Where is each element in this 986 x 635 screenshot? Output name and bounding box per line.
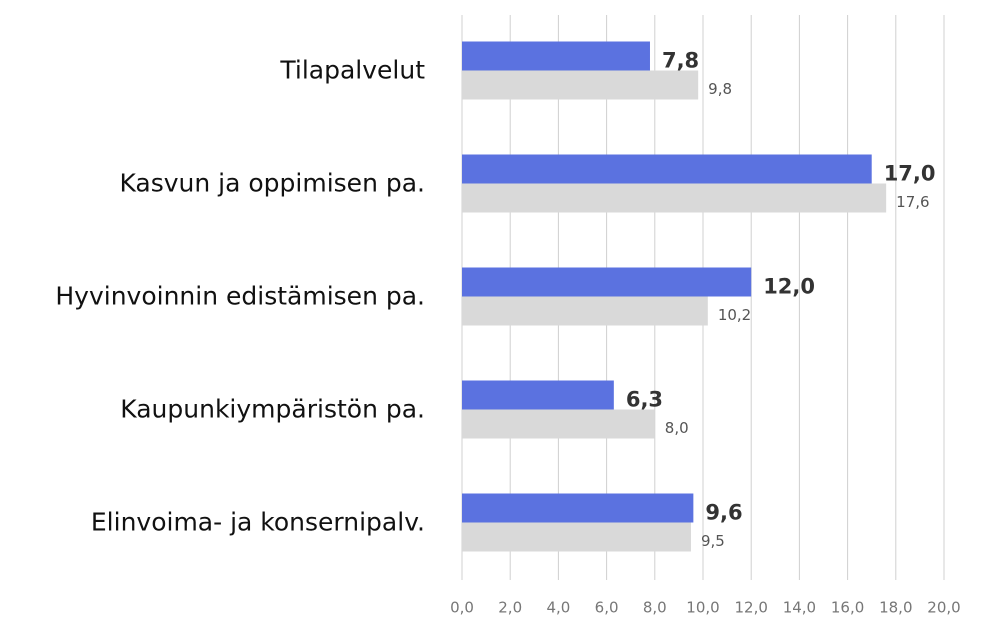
bar — [462, 154, 872, 184]
bar — [462, 183, 887, 213]
value-label: 17,6 — [896, 193, 929, 211]
value-label: 10,2 — [718, 306, 751, 324]
bar — [462, 522, 691, 552]
bar — [462, 267, 752, 297]
value-label: 9,8 — [708, 80, 732, 98]
category-label: Kaupunkiympäristön pa. — [120, 395, 425, 424]
x-tick-label: 20,0 — [927, 599, 960, 617]
bar — [462, 70, 699, 100]
category-label: Hyvinvoinnin edistämisen pa. — [55, 282, 425, 311]
value-label: 17,0 — [884, 162, 936, 186]
x-tick-label: 2,0 — [498, 599, 522, 617]
x-tick-label: 6,0 — [595, 599, 619, 617]
x-tick-label: 16,0 — [831, 599, 864, 617]
x-tick-label: 18,0 — [879, 599, 912, 617]
value-label: 12,0 — [763, 275, 815, 299]
category-label: Tilapalvelut — [279, 56, 425, 85]
x-tick-label: 10,0 — [686, 599, 719, 617]
bar — [462, 493, 694, 523]
x-tick-label: 14,0 — [783, 599, 816, 617]
bar — [462, 380, 614, 410]
bar — [462, 409, 655, 439]
x-tick-label: 8,0 — [643, 599, 667, 617]
value-label: 7,8 — [662, 49, 699, 73]
x-tick-label: 4,0 — [546, 599, 570, 617]
value-label: 6,3 — [626, 388, 663, 412]
category-label: Kasvun ja oppimisen pa. — [119, 169, 425, 198]
value-label: 9,5 — [701, 532, 725, 550]
x-tick-label: 0,0 — [450, 599, 474, 617]
value-label: 9,6 — [705, 501, 742, 525]
x-tick-label: 12,0 — [734, 599, 767, 617]
bar — [462, 41, 650, 71]
bar — [462, 296, 708, 326]
value-label: 8,0 — [665, 419, 689, 437]
category-label: Elinvoima- ja konsernipalv. — [91, 508, 425, 537]
